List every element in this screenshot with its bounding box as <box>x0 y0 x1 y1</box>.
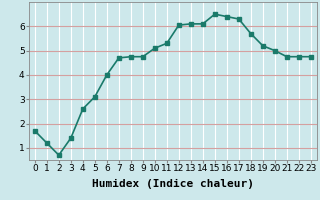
X-axis label: Humidex (Indice chaleur): Humidex (Indice chaleur) <box>92 179 254 189</box>
